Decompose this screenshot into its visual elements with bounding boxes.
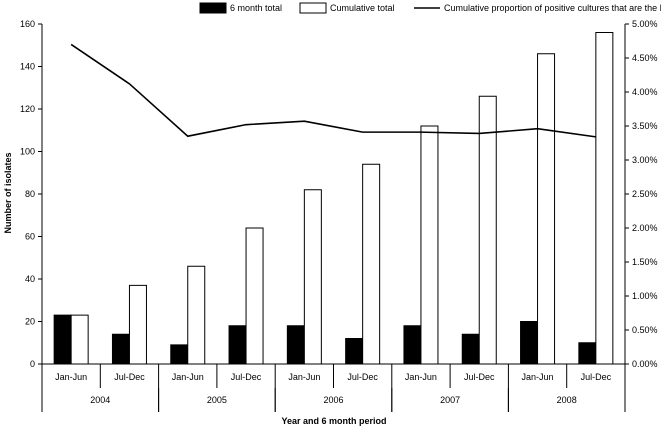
bar-6-month-total — [170, 344, 189, 365]
bars — [53, 32, 614, 365]
x-tick-label: Jan-Jun — [172, 372, 204, 382]
y-tick-label: 100 — [20, 147, 35, 157]
bar-6-month-total — [461, 333, 480, 365]
y2-tick-label: 0.00% — [632, 359, 658, 369]
bar-6-month-total — [578, 342, 597, 365]
x-tick-label: Jan-Jun — [55, 372, 87, 382]
y-tick-label: 40 — [25, 274, 35, 284]
bar-cumulative-total — [245, 227, 264, 365]
x-axis-title: Year and 6 month period — [281, 416, 386, 426]
y2-tick-label: 5.00% — [632, 19, 658, 29]
legend-label: Cumulative total — [330, 3, 395, 13]
y2-tick-label: 1.00% — [632, 291, 658, 301]
bar-cumulative-total — [595, 32, 614, 365]
bar-6-month-total — [345, 338, 364, 365]
x-tick-label: Jul-Dec — [581, 372, 612, 382]
legend-item: 6 month total — [199, 2, 282, 14]
y2-tick-label: 3.00% — [632, 155, 658, 165]
y-tick-label: 60 — [25, 232, 35, 242]
legend-item: Cumulative total — [299, 2, 395, 14]
x-group-label: 2008 — [557, 395, 577, 405]
tick-labels: 0 20 40 60 80 100 120 140 160 0.00% 0.50% 1.00% 1.50… — [20, 19, 658, 405]
proportion-series-line — [70, 43, 596, 138]
y2-tick-label: 2.00% — [632, 223, 658, 233]
bar-cumulative-total — [303, 189, 322, 365]
bar-6-month-total — [403, 325, 422, 365]
y-tick-label: 0 — [30, 359, 35, 369]
x-group-label: 2007 — [440, 395, 460, 405]
y-axis-title: Number of isolates — [3, 152, 13, 233]
bar-cumulative-total — [537, 53, 556, 365]
bar-6-month-total — [520, 321, 539, 365]
legend-item: Cumulative proportion of positive cultur… — [414, 3, 661, 13]
y2-tick-label: 2.50% — [632, 189, 658, 199]
y-tick-label: 140 — [20, 62, 35, 72]
x-tick-label: Jan-Jun — [522, 372, 554, 382]
bar-cumulative-total — [478, 95, 497, 365]
bar-6-month-total — [286, 325, 305, 365]
x-tick-label: Jul-Dec — [231, 372, 262, 382]
x-tick-label: Jul-Dec — [347, 372, 378, 382]
y-tick-label: 160 — [20, 19, 35, 29]
legend-swatch — [199, 2, 227, 14]
bar-cumulative-total — [362, 163, 381, 365]
y2-tick-label: 3.50% — [632, 121, 658, 131]
y2-tick-label: 4.00% — [632, 87, 658, 97]
legend-swatch — [299, 2, 327, 14]
x-group-label: 2005 — [207, 395, 227, 405]
bar-cumulative-total — [128, 284, 147, 365]
legend-label: 6 month total — [230, 3, 282, 13]
x-tick-label: Jul-Dec — [464, 372, 495, 382]
bar-6-month-total — [111, 333, 130, 365]
proportion-line — [70, 43, 596, 138]
bar-6-month-total — [53, 314, 72, 365]
y2-tick-label: 0.50% — [632, 325, 658, 335]
bar-cumulative-total — [187, 265, 206, 365]
y-tick-label: 20 — [25, 317, 35, 327]
x-tick-label: Jul-Dec — [114, 372, 145, 382]
x-group-label: 2004 — [90, 395, 110, 405]
y-tick-label: 80 — [25, 189, 35, 199]
y2-tick-label: 1.50% — [632, 257, 658, 267]
bar-cumulative-total — [420, 125, 439, 365]
y-tick-label: 120 — [20, 104, 35, 114]
bar-cumulative-total — [70, 314, 89, 365]
x-tick-label: Jan-Jun — [288, 372, 320, 382]
bar-6-month-total — [228, 325, 247, 365]
legend: 6 month total Cumulative total Cumulative … — [199, 2, 661, 14]
legend-label: Cumulative proportion of positive cultur… — [444, 3, 661, 13]
x-tick-label: Jan-Jun — [405, 372, 437, 382]
x-group-label: 2006 — [323, 395, 343, 405]
y2-tick-label: 4.50% — [632, 53, 658, 63]
